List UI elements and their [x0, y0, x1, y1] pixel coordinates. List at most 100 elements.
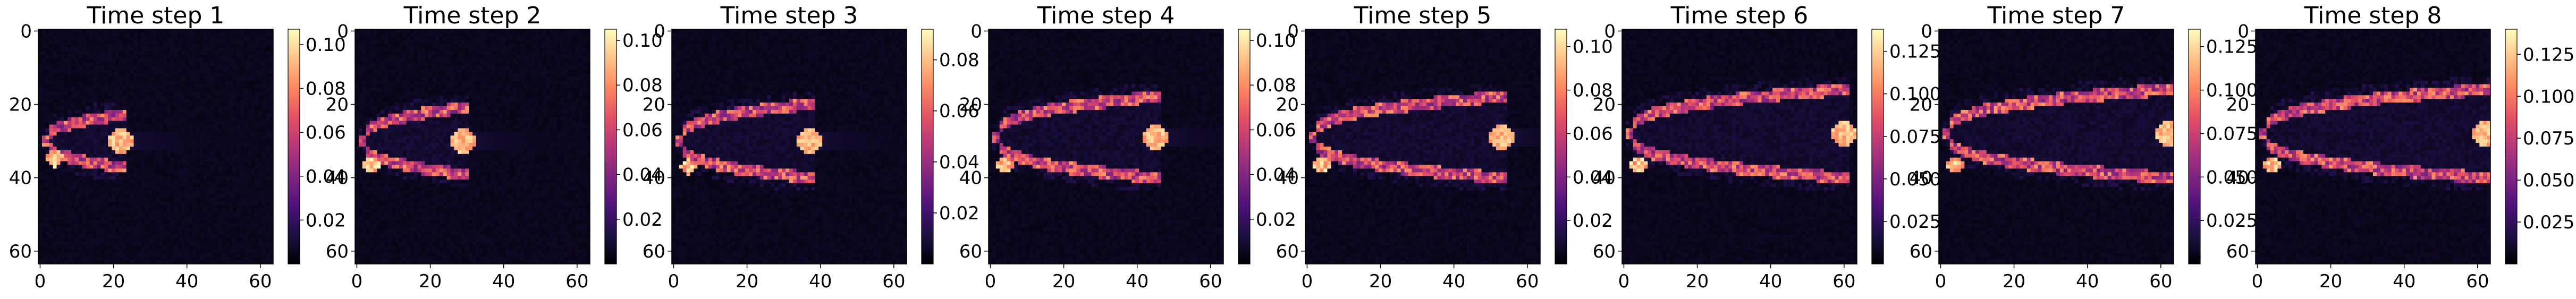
heatmap-cell	[251, 154, 255, 158]
heatmap-cell	[57, 48, 61, 52]
heatmap-cell	[148, 33, 152, 37]
heatmap-cell	[145, 88, 148, 92]
heatmap-cell	[215, 191, 218, 194]
heatmap-cell	[119, 125, 123, 129]
heatmap-cell	[75, 150, 79, 154]
heatmap-cell	[46, 216, 49, 220]
heatmap-cell	[255, 66, 258, 70]
heatmap-cell	[100, 235, 104, 238]
heatmap-cell	[90, 95, 94, 99]
heatmap-cell	[53, 70, 57, 73]
heatmap-cell	[262, 73, 266, 77]
heatmap-cell	[108, 106, 112, 110]
heatmap-cell	[200, 172, 204, 176]
heatmap-cell	[60, 147, 64, 150]
heatmap-cell	[498, 44, 502, 48]
heatmap-cell	[97, 77, 101, 81]
heatmap-cell	[251, 168, 255, 172]
heatmap-cell	[60, 150, 64, 154]
heatmap-cell	[251, 224, 255, 227]
heatmap-cell	[49, 81, 53, 84]
heatmap-cell	[432, 48, 436, 52]
heatmap-cell	[53, 180, 57, 183]
heatmap-cell	[255, 161, 258, 165]
heatmap-cell	[248, 257, 251, 260]
heatmap-cell	[156, 132, 159, 135]
heatmap-cell	[181, 77, 185, 81]
heatmap-cell	[240, 84, 244, 88]
heatmap-cell	[421, 51, 425, 55]
heatmap-cell	[542, 66, 546, 70]
heatmap-cell	[185, 117, 189, 121]
heatmap-cell	[181, 114, 185, 117]
heatmap-cell	[218, 139, 222, 143]
heatmap-cell	[425, 44, 428, 48]
heatmap-cell	[119, 117, 123, 121]
heatmap-cell	[112, 73, 115, 77]
heatmap-cell	[248, 224, 251, 227]
heatmap-cell	[134, 249, 138, 253]
heatmap-cell	[395, 33, 399, 37]
heatmap-cell	[42, 40, 46, 44]
heatmap-cell	[75, 40, 79, 44]
heatmap-cell	[119, 209, 123, 212]
heatmap-cell	[218, 220, 222, 224]
heatmap-cell	[167, 147, 171, 150]
heatmap-cell	[568, 29, 572, 33]
heatmap-cell	[262, 95, 266, 99]
heatmap-cell	[156, 253, 159, 257]
heatmap-cell	[440, 33, 443, 37]
heatmap-cell	[192, 158, 196, 161]
heatmap-cell	[204, 227, 207, 231]
heatmap-cell	[86, 106, 90, 110]
heatmap-cell	[568, 70, 572, 73]
heatmap-cell	[472, 73, 476, 77]
heatmap-cell	[67, 242, 71, 246]
heatmap-cell	[46, 125, 49, 129]
heatmap-cell	[112, 81, 115, 84]
heatmap-cell	[185, 70, 189, 73]
heatmap-cell	[159, 73, 163, 77]
heatmap-cell	[244, 84, 248, 88]
heatmap-cell	[211, 183, 215, 187]
heatmap-cell	[211, 66, 215, 70]
heatmap-cell	[53, 29, 57, 33]
heatmap-cell	[152, 212, 156, 216]
heatmap-cell	[237, 245, 240, 249]
heatmap-cell	[126, 139, 130, 143]
heatmap-cell	[181, 224, 185, 227]
heatmap-cell	[229, 227, 233, 231]
heatmap-cell	[171, 224, 174, 227]
heatmap-cell	[266, 102, 269, 106]
heatmap-cell	[86, 212, 90, 216]
heatmap-cell	[53, 128, 57, 132]
heatmap-cell	[112, 117, 115, 121]
heatmap-cell	[82, 235, 86, 238]
heatmap-cell	[38, 95, 42, 99]
heatmap-cell	[42, 154, 46, 158]
heatmap-cell	[251, 158, 255, 161]
heatmap-cell	[130, 158, 134, 161]
heatmap-cell	[42, 139, 46, 143]
heatmap-cell	[582, 44, 586, 48]
heatmap-cell	[104, 206, 108, 209]
heatmap-cell	[255, 29, 258, 33]
heatmap-cell	[100, 161, 104, 165]
heatmap-cell	[414, 51, 418, 55]
heatmap-cell	[163, 33, 167, 37]
heatmap-cell	[86, 158, 90, 161]
heatmap-cell	[71, 139, 75, 143]
heatmap-cell	[248, 139, 251, 143]
heatmap-cell	[200, 117, 204, 121]
heatmap-cell	[384, 70, 388, 73]
heatmap-cell	[204, 44, 207, 48]
heatmap-cell	[244, 191, 248, 194]
heatmap-cell	[189, 125, 192, 129]
heatmap-cell	[262, 187, 266, 191]
heatmap-cell	[237, 51, 240, 55]
heatmap-cell	[417, 70, 421, 73]
heatmap-cell	[75, 245, 79, 249]
heatmap-cell	[130, 183, 134, 187]
heatmap-cell	[189, 194, 192, 198]
heatmap-cell	[100, 245, 104, 249]
